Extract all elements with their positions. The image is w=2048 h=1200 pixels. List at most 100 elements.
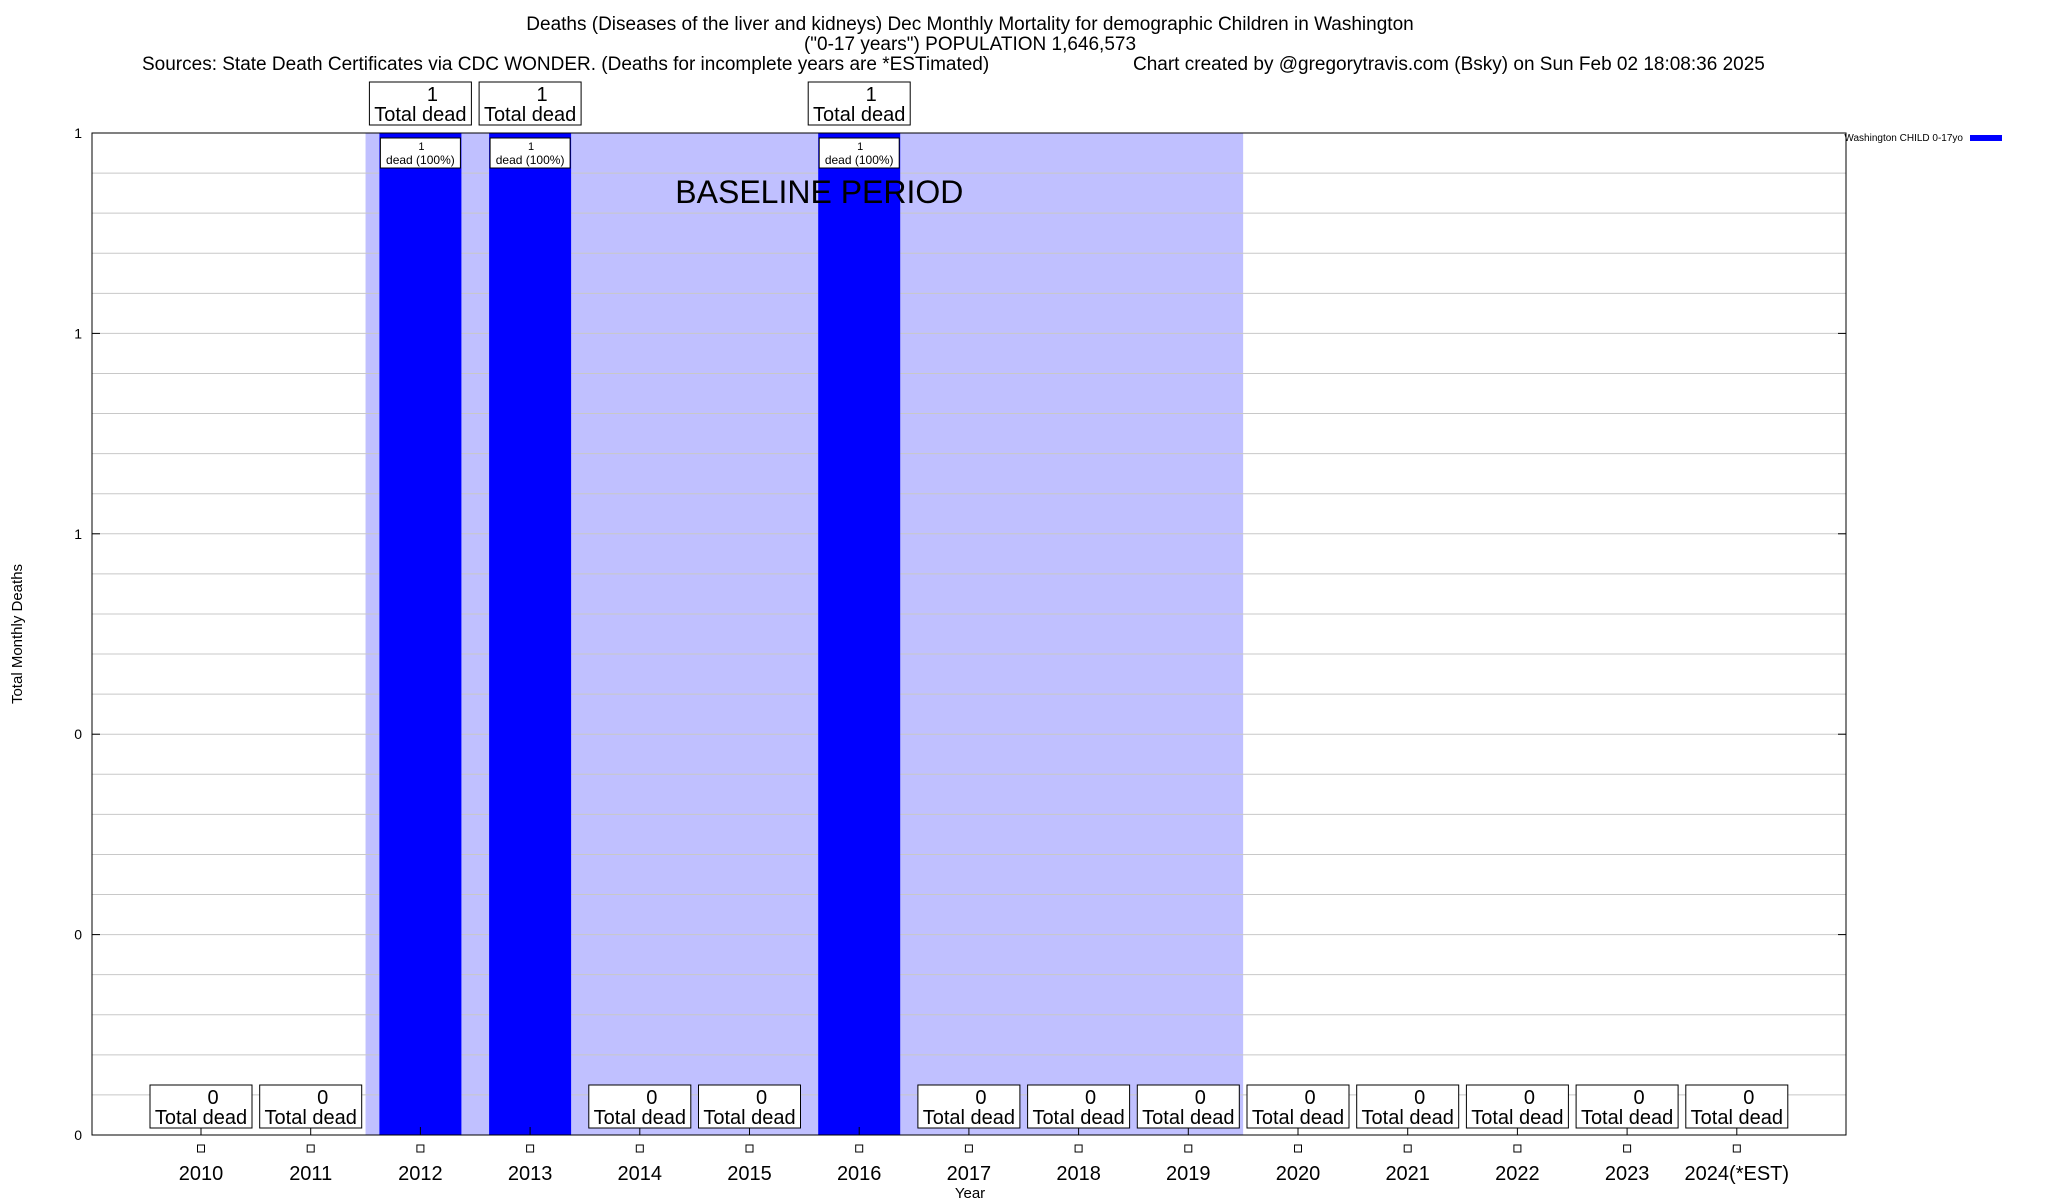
total-label-value: 0 (1304, 1087, 1315, 1109)
x-tick-label: 2018 (1056, 1163, 1101, 1185)
total-label-box (1356, 1084, 1460, 1129)
x-tick-label: 2014 (618, 1163, 663, 1185)
total-label-text: Total dead (923, 1107, 1015, 1129)
x-marker (1294, 1144, 1302, 1153)
x-marker (635, 1144, 644, 1153)
x-tick-label: 2021 (1385, 1163, 1430, 1185)
bar-label-value: 1 (418, 141, 424, 153)
total-label-text: Total dead (1142, 1107, 1234, 1129)
y-tick-label: 0 (74, 726, 82, 742)
bar-label-text: dead (100%) (386, 153, 455, 167)
total-label-text: Total dead (1471, 1107, 1563, 1129)
total-label-text: Total dead (813, 104, 905, 126)
total-label-box (698, 1084, 801, 1129)
x-tick-label: 2024(*EST) (1685, 1163, 1790, 1185)
total-label-value: 0 (1195, 1087, 1206, 1109)
x-tick-label: 2022 (1495, 1163, 1540, 1185)
x-tick-label: 2019 (1166, 1163, 1211, 1185)
total-label-box (149, 1084, 253, 1129)
bar-label-value: 1 (528, 141, 534, 153)
bar (818, 133, 901, 1135)
total-label-box (1136, 1084, 1240, 1129)
x-tick-label: 2020 (1276, 1163, 1321, 1185)
x-tick-label: 2010 (179, 1163, 224, 1185)
total-label-text: Total dead (703, 1107, 795, 1129)
y-tick-label: 0 (74, 927, 82, 943)
y-axis-label: Total Monthly Deaths (9, 564, 26, 704)
y-tick-label: 0 (74, 1127, 82, 1143)
total-label-box (588, 1084, 692, 1129)
x-tick-label: 2017 (947, 1163, 992, 1185)
bar-label-text: dead (100%) (496, 153, 565, 167)
x-tick-label: 2011 (289, 1163, 332, 1185)
bar-label-box (489, 137, 571, 169)
x-marker (1403, 1144, 1412, 1153)
x-marker (855, 1144, 864, 1153)
total-label-text: Total dead (1032, 1107, 1124, 1129)
total-label-text: Total dead (1581, 1107, 1673, 1129)
total-label-text: Total dead (1252, 1107, 1344, 1129)
chart-sources: Sources: State Death Certificates via CD… (142, 54, 990, 75)
total-label-text: Total dead (484, 104, 576, 126)
total-label-box (1575, 1084, 1679, 1129)
total-label-value: 0 (207, 1087, 218, 1109)
total-label-text: Total dead (374, 104, 466, 126)
total-label-box (1685, 1084, 1789, 1129)
x-tick-label: 2015 (727, 1163, 772, 1185)
total-label-value: 0 (1524, 1087, 1535, 1109)
total-label-text: Total dead (594, 1107, 686, 1129)
total-label-value: 1 (427, 84, 438, 106)
bar-label-value: 1 (857, 141, 863, 153)
x-marker (416, 1144, 425, 1153)
total-label-value: 1 (866, 84, 877, 106)
x-marker (964, 1144, 973, 1153)
total-label-value: 0 (756, 1087, 767, 1109)
baseline-label: BASELINE PERIOD (675, 174, 963, 210)
total-label-value: 0 (317, 1087, 328, 1109)
total-label-value: 0 (1085, 1087, 1096, 1109)
x-tick-label: 2016 (837, 1163, 882, 1185)
x-marker (526, 1144, 535, 1153)
chart-subtitle: ("0-17 years") POPULATION 1,646,573 (803, 34, 1137, 55)
x-marker (1184, 1144, 1193, 1153)
x-marker (1732, 1144, 1741, 1153)
y-tick-label: 1 (74, 125, 82, 141)
x-marker (197, 1144, 205, 1153)
legend-label: Washington CHILD 0-17yo (1844, 133, 1963, 144)
total-label-box (368, 81, 472, 126)
total-label-value: 0 (1743, 1087, 1754, 1109)
total-label-value: 0 (646, 1087, 657, 1109)
bar-label-text: dead (100%) (825, 153, 894, 167)
bar-label-box (379, 137, 461, 169)
total-label-box (478, 81, 582, 126)
total-label-box (1027, 1084, 1131, 1129)
total-label-box (917, 1084, 1021, 1129)
total-label-box (807, 81, 911, 126)
total-label-value: 0 (1634, 1087, 1645, 1109)
total-label-value: 0 (1414, 1087, 1425, 1109)
legend-swatch (1970, 135, 2002, 141)
total-label-value: 1 (537, 84, 548, 106)
x-marker (1623, 1144, 1632, 1153)
chart-credit: Chart created by @gregorytravis.com (Bsk… (1133, 54, 1765, 75)
chart-title: Deaths (Diseases of the liver and kidney… (526, 14, 1414, 35)
total-label-text: Total dead (155, 1107, 247, 1129)
y-tick-label: 1 (74, 325, 82, 341)
total-label-box (259, 1084, 363, 1129)
x-marker (1513, 1144, 1522, 1153)
total-label-text: Total dead (1362, 1107, 1454, 1129)
bar (379, 133, 462, 1135)
x-tick-label: 2013 (508, 1163, 553, 1185)
total-label-text: Total dead (265, 1107, 357, 1129)
y-tick-label: 1 (74, 526, 82, 542)
x-axis-label: Year (955, 1185, 985, 1200)
x-tick-label: 2012 (398, 1163, 443, 1185)
x-marker (306, 1144, 315, 1153)
total-label-value: 0 (975, 1087, 986, 1109)
x-tick-label: 2023 (1605, 1163, 1650, 1185)
total-label-box (1246, 1084, 1350, 1129)
total-label-text: Total dead (1691, 1107, 1783, 1129)
total-label-box (1465, 1084, 1569, 1129)
x-marker (1074, 1144, 1083, 1153)
